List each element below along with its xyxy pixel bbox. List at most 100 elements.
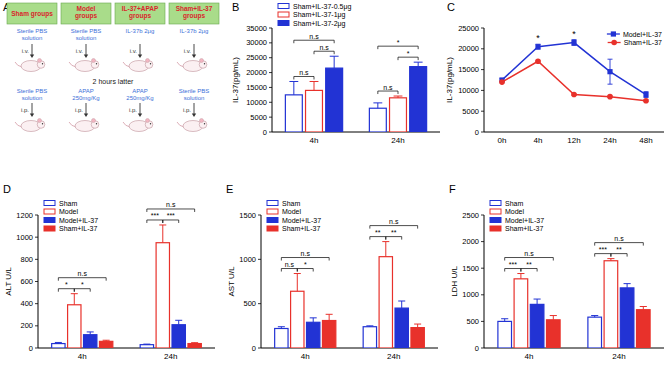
y-tick-label: 600: [20, 277, 33, 286]
bar: [84, 335, 97, 348]
group-name: Sham groups: [11, 10, 53, 18]
error-bar: [534, 299, 541, 304]
significance-bracket: [386, 237, 402, 240]
legend-label: Sham: [59, 200, 77, 207]
significance-bracket: [595, 254, 611, 257]
route: i.v.: [184, 48, 192, 54]
significance-label: ***: [167, 212, 175, 219]
arrow-line: [194, 44, 195, 55]
legend-swatch: [267, 201, 278, 206]
error-bar: [310, 318, 317, 322]
significance-bracket: [505, 258, 554, 261]
legend-swatch: [267, 226, 278, 231]
y-tick: [481, 348, 484, 349]
y-tick: [269, 117, 272, 118]
x-tick-label: 4h: [310, 136, 319, 145]
y-axis-label: IL-37(pg/mL): [445, 57, 454, 103]
y-tick: [35, 237, 38, 238]
legend-label: Model+IL-37: [623, 31, 662, 38]
bar: [275, 328, 288, 348]
marker: [499, 79, 505, 85]
y-axis-label: LDH U/L: [450, 266, 459, 297]
y-tick-label: 1000: [239, 255, 256, 264]
y-tick: [269, 28, 272, 29]
error-bar: [624, 284, 631, 288]
significance-bracket: [521, 269, 537, 272]
y-axis: [484, 215, 485, 348]
bar: [395, 308, 408, 348]
y-tick: [269, 132, 272, 133]
arrow-line: [140, 103, 141, 114]
significance-label: n.s: [285, 261, 295, 268]
bar: [411, 328, 424, 348]
x-tick-label: 24h: [603, 136, 616, 145]
significance-bracket: [147, 220, 163, 223]
legend-label: Model: [59, 208, 79, 215]
y-tick-label: 1000: [16, 233, 33, 242]
mouse-icon: [69, 59, 99, 72]
legend-swatch: [278, 12, 289, 17]
mouse-icon: [69, 119, 99, 132]
y-tick-label: 500: [243, 299, 256, 308]
legend-swatch: [490, 218, 501, 223]
y-tick-label: 5000: [250, 113, 267, 122]
bar: [156, 243, 169, 348]
bar: [530, 304, 544, 348]
treatment: Sterile PBSsolution: [71, 28, 102, 41]
arrow-head: [192, 114, 196, 118]
significance-label: n.s: [78, 270, 88, 277]
x-tick-label: 24h: [164, 352, 177, 361]
mouse-ear: [146, 119, 150, 123]
legend-swatch: [490, 226, 501, 231]
mouse-eye: [204, 63, 205, 64]
legend-swatch: [278, 21, 289, 26]
bars: [52, 225, 202, 348]
error-bar: [501, 319, 508, 322]
significance-label: n.s: [383, 84, 393, 91]
significance-label: *: [81, 281, 84, 288]
error-bar: [517, 274, 524, 279]
treatment: Sterile PBSsolution: [17, 28, 48, 41]
error-bar: [414, 62, 423, 66]
significance-label: n.s: [309, 33, 319, 40]
error-bar: [326, 314, 333, 320]
marker: [571, 92, 577, 98]
significance-label: n.s: [166, 201, 176, 208]
y-tick: [35, 215, 38, 216]
y-tick-label: 2000: [462, 237, 479, 246]
marker: [535, 58, 541, 64]
arrow-line: [194, 103, 195, 114]
y-tick-label: 0: [475, 128, 479, 137]
bars: [498, 259, 650, 348]
y-tick: [481, 28, 484, 29]
figure: ASham groupsSterile PBSsolutioni.v.Steri…: [0, 0, 669, 370]
y-tick-label: 20000: [458, 44, 479, 53]
mouse-icon: [123, 119, 153, 132]
line: [502, 61, 646, 101]
legend-label: Model: [282, 208, 302, 215]
bar: [140, 345, 153, 348]
significance-bracket: [370, 237, 386, 240]
mouse-eye: [42, 123, 43, 124]
bar: [307, 322, 320, 348]
panel-label: D: [3, 183, 11, 195]
group-box: [169, 3, 219, 24]
group-box: [61, 3, 111, 24]
significance-label: *: [536, 33, 540, 43]
bar: [410, 67, 427, 132]
y-tick: [269, 72, 272, 73]
legend-swatch: [490, 209, 501, 214]
y-tick: [481, 132, 484, 133]
group-box: [7, 3, 57, 24]
arrow-head: [192, 55, 196, 59]
legend-label: Sham+IL-37: [505, 225, 543, 232]
x-tick-label: 48h: [639, 136, 652, 145]
x-tick-label: 4h: [78, 352, 87, 361]
mouse-ear: [38, 59, 42, 63]
significance-bracket: [297, 269, 313, 272]
y-tick: [35, 303, 38, 304]
bar: [620, 288, 634, 348]
error-bar: [278, 327, 285, 329]
y-tick: [269, 102, 272, 103]
legend-label: Sham+IL-37: [59, 225, 97, 232]
